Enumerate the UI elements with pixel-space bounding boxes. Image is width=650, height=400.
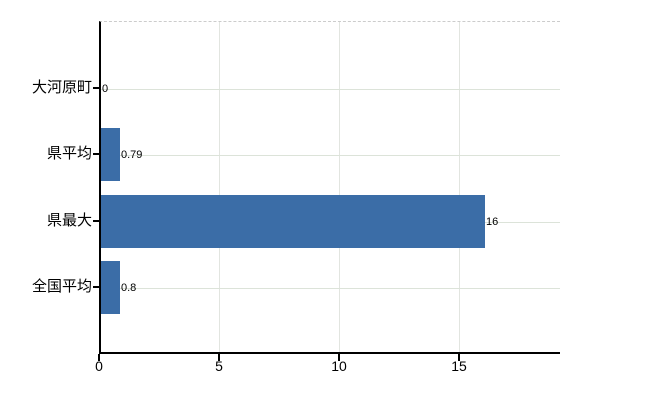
value-label: 16 — [486, 216, 499, 228]
vertical-gridline — [459, 22, 460, 352]
x-axis-tick-label: 5 — [215, 358, 223, 374]
x-axis-tick-mark — [458, 354, 460, 361]
plot-area: 0 0.79 16 0.8 — [99, 21, 560, 354]
category-label: 県平均 — [46, 145, 92, 162]
y-axis-tick-mark — [93, 153, 99, 155]
bar — [101, 195, 485, 248]
y-axis-tick-mark — [93, 286, 99, 288]
y-axis-tick-mark — [93, 220, 99, 222]
horizontal-gridline — [101, 288, 560, 289]
x-axis-tick-mark — [218, 354, 220, 361]
category-label: 全国平均 — [31, 278, 92, 295]
vertical-gridline — [219, 22, 220, 352]
x-axis-tick-mark — [98, 354, 100, 361]
x-axis-tick-mark — [338, 354, 340, 361]
category-label: 大河原町 — [31, 79, 92, 96]
horizontal-gridline — [101, 155, 560, 156]
vertical-gridline — [339, 22, 340, 352]
bar — [101, 261, 120, 314]
bar — [101, 128, 120, 181]
horizontal-gridline — [101, 89, 560, 90]
value-label: 0.8 — [121, 282, 137, 294]
x-axis-tick-label: 10 — [331, 358, 347, 374]
x-axis-tick-label: 0 — [95, 358, 103, 374]
value-label: 0 — [102, 83, 109, 95]
category-label: 県最大 — [46, 212, 92, 229]
value-label: 0.79 — [121, 149, 143, 161]
y-axis-tick-mark — [93, 87, 99, 89]
x-axis-tick-label: 15 — [451, 358, 467, 374]
